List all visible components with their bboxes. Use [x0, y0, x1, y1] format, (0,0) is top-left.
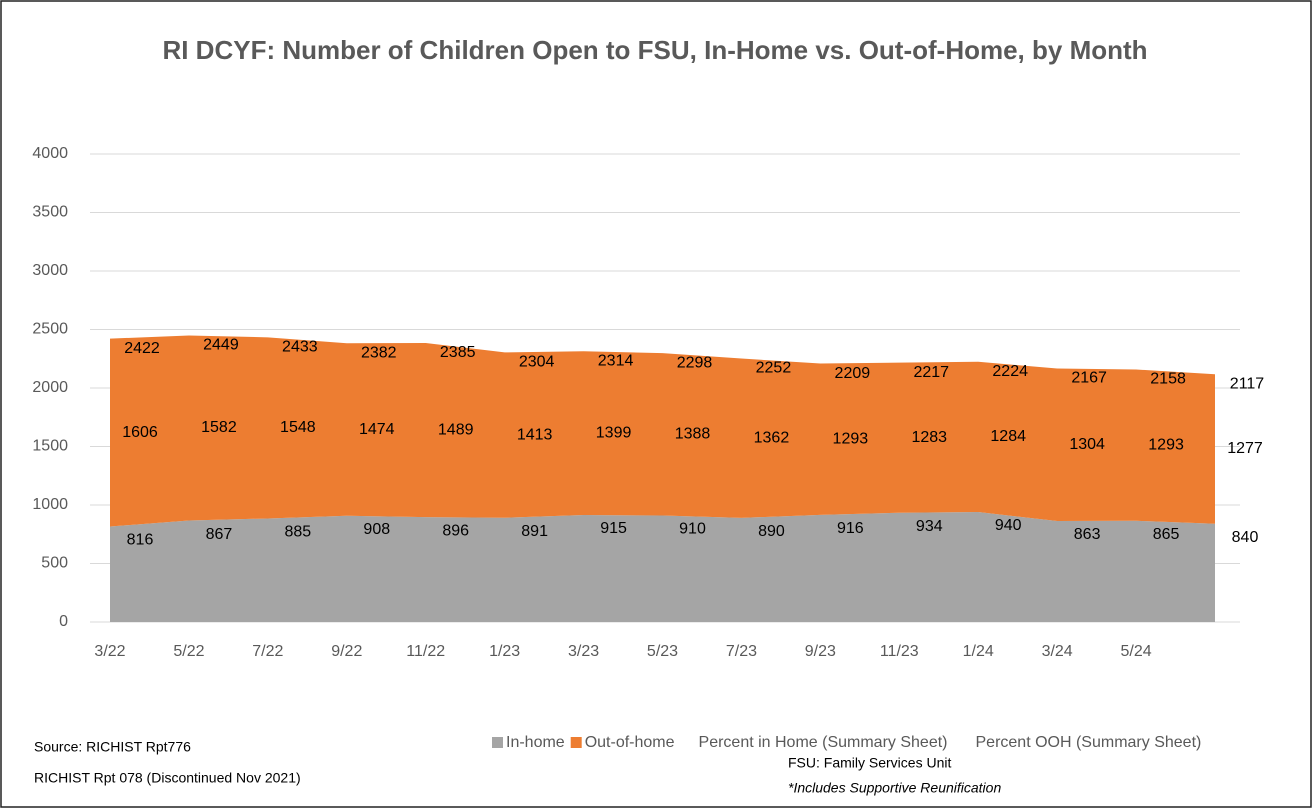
x-tick-label: 1/24 — [963, 643, 994, 660]
note: RICHIST Rpt 078 (Discontinued Nov 2021) — [34, 770, 301, 786]
y-tick-label: 500 — [41, 555, 68, 572]
x-tick-label: 7/23 — [726, 643, 757, 660]
data-label: 1304 — [1069, 436, 1105, 453]
total-label: 2433 — [282, 339, 318, 356]
x-tick-label: 9/23 — [805, 643, 836, 660]
data-label: 1293 — [1148, 436, 1184, 453]
x-tick-label: 9/22 — [331, 643, 362, 660]
chart-title: RI DCYF: Number of Children Open to FSU,… — [162, 35, 1148, 65]
data-label: 1388 — [675, 426, 711, 443]
data-label: 885 — [285, 524, 312, 541]
total-label: 2298 — [677, 354, 713, 371]
legend-label: Percent in Home (Summary Sheet) — [699, 734, 948, 751]
x-tick-label: 3/22 — [94, 643, 125, 660]
data-label: 1606 — [122, 424, 158, 441]
y-tick-label: 2500 — [32, 321, 68, 338]
data-label: 1582 — [201, 419, 237, 436]
data-label: 816 — [127, 532, 154, 549]
y-tick-label: 2000 — [32, 379, 68, 396]
data-label: 840 — [1232, 529, 1259, 546]
legend-label: Percent OOH (Summary Sheet) — [976, 734, 1202, 751]
total-label: 2167 — [1071, 370, 1107, 387]
x-tick-label: 5/24 — [1121, 643, 1152, 660]
x-tick-label: 7/22 — [252, 643, 283, 660]
total-label: 2217 — [913, 364, 949, 381]
note: *Includes Supportive Reunification — [788, 780, 1001, 796]
y-tick-label: 3000 — [32, 262, 68, 279]
y-tick-label: 1000 — [32, 496, 68, 513]
data-label: 915 — [600, 520, 627, 537]
total-label: 2252 — [756, 360, 792, 377]
data-label: 890 — [758, 523, 785, 540]
x-tick-label: 11/22 — [406, 643, 445, 660]
x-tick-label: 5/22 — [173, 643, 204, 660]
data-label: 934 — [916, 518, 943, 535]
data-label: 867 — [206, 526, 233, 543]
y-tick-label: 1500 — [32, 438, 68, 455]
total-label: 2224 — [992, 363, 1028, 380]
area — [110, 335, 1215, 527]
data-label: 891 — [521, 523, 548, 540]
x-tick-label: 3/24 — [1042, 643, 1073, 660]
data-label: 1489 — [438, 421, 474, 438]
data-label: 908 — [363, 521, 390, 538]
data-label: 1283 — [911, 429, 947, 446]
y-tick-label: 4000 — [32, 145, 68, 162]
data-label: 1293 — [833, 430, 869, 447]
data-label: 896 — [442, 522, 469, 539]
data-label: 1413 — [517, 426, 553, 443]
total-label: 2385 — [440, 344, 476, 361]
note: Source: RICHIST Rpt776 — [34, 739, 191, 755]
total-label: 2422 — [124, 340, 160, 357]
total-label: 2314 — [598, 352, 634, 369]
data-label: 1284 — [990, 428, 1026, 445]
total-label: 2117 — [1230, 376, 1265, 393]
data-label: 1399 — [596, 424, 632, 441]
total-label: 2158 — [1150, 371, 1186, 388]
data-label: 910 — [679, 521, 706, 538]
legend-swatch — [492, 737, 503, 748]
legend-swatch — [570, 737, 582, 748]
y-tick-label: 3500 — [32, 204, 68, 221]
x-tick-label: 5/23 — [647, 643, 678, 660]
data-label: 1548 — [280, 419, 316, 436]
total-label: 2304 — [519, 354, 555, 371]
legend-label: In-home — [506, 734, 565, 751]
total-label: 2449 — [203, 337, 239, 354]
data-label: 916 — [837, 520, 864, 537]
legend-label: Out-of-home — [585, 734, 675, 751]
data-label: 1277 — [1227, 440, 1263, 457]
data-label: 865 — [1153, 526, 1180, 543]
x-tick-label: 1/23 — [489, 643, 520, 660]
y-tick-label: 0 — [59, 613, 68, 630]
total-label: 2209 — [835, 365, 871, 382]
data-label: 1474 — [359, 421, 395, 438]
data-label: 940 — [995, 517, 1022, 534]
x-tick-label: 3/23 — [568, 643, 599, 660]
total-label: 2382 — [361, 345, 397, 362]
data-label: 863 — [1074, 526, 1101, 543]
note: FSU: Family Services Unit — [788, 755, 951, 771]
data-label: 1362 — [754, 429, 790, 446]
area — [110, 512, 1215, 622]
x-tick-label: 11/23 — [880, 643, 919, 660]
